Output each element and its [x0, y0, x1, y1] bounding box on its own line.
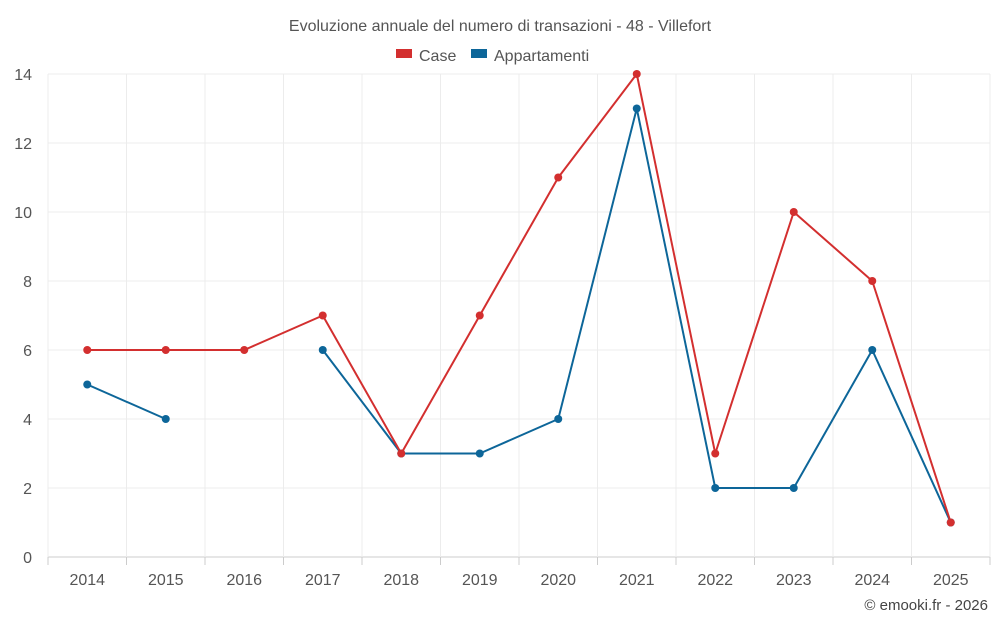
data-point-appartamenti-2023[interactable]: [789, 484, 798, 492]
x-tick-label: 2021: [619, 572, 655, 589]
x-tick-label: 2014: [69, 572, 105, 589]
y-tick-label: 2: [23, 481, 32, 498]
legend-label-appartamenti[interactable]: Appartamenti: [494, 48, 589, 65]
data-point-case-2022[interactable]: [711, 449, 720, 458]
series-layer: [83, 70, 955, 527]
x-tick-label: 2025: [933, 572, 969, 589]
data-point-case-2014[interactable]: [83, 346, 92, 354]
data-point-appartamenti-2015[interactable]: [161, 415, 170, 423]
credit-text: © emooki.fr - 2026: [864, 597, 988, 614]
data-point-case-2025[interactable]: [946, 518, 955, 527]
series-line-appartamenti: [86, 383, 167, 420]
y-tick-label: 10: [14, 205, 32, 222]
data-point-case-2015[interactable]: [161, 346, 170, 354]
series-line-case: [87, 73, 952, 523]
x-tick-label: 2017: [305, 572, 341, 589]
x-tick-label: 2024: [854, 572, 890, 589]
y-tick-label: 6: [23, 343, 32, 360]
data-point-appartamenti-2014[interactable]: [83, 380, 92, 389]
chart-title: Evoluzione annuale del numero di transaz…: [289, 18, 712, 35]
y-tick-label: 4: [23, 412, 32, 429]
data-point-appartamenti-2017[interactable]: [318, 346, 327, 354]
data-point-case-2017[interactable]: [318, 311, 327, 320]
x-tick-label: 2016: [226, 572, 262, 589]
series-case: [83, 70, 955, 527]
legend-label-case[interactable]: Case: [419, 48, 456, 65]
grid: [47, 73, 991, 565]
data-point-appartamenti-2024[interactable]: [868, 346, 877, 354]
data-point-appartamenti-2022[interactable]: [711, 484, 720, 492]
legend[interactable]: Case Appartamenti: [396, 48, 589, 65]
x-axis-ticks: 2014 2015 2016 2017 2018 2019 2020 2021 2022 2023…: [69, 572, 968, 589]
y-tick-label: 8: [23, 274, 32, 291]
data-point-appartamenti-2019[interactable]: [475, 449, 484, 458]
series-line-appartamenti: [321, 107, 952, 523]
x-tick-label: 2019: [462, 572, 498, 589]
data-point-case-2018[interactable]: [397, 449, 406, 458]
data-point-case-2023[interactable]: [789, 208, 798, 216]
data-point-case-2021[interactable]: [632, 70, 641, 78]
data-point-case-2016[interactable]: [240, 346, 249, 354]
x-tick-label: 2022: [697, 572, 733, 589]
data-point-case-2024[interactable]: [868, 277, 877, 285]
y-tick-label: 12: [14, 136, 32, 153]
data-point-appartamenti-2021[interactable]: [632, 104, 641, 113]
x-tick-label: 2020: [540, 572, 576, 589]
data-point-case-2020[interactable]: [554, 173, 563, 182]
x-tick-label: 2018: [383, 572, 419, 589]
y-tick-label: 0: [23, 550, 32, 567]
x-tick-label: 2023: [776, 572, 812, 589]
y-tick-label: 14: [14, 67, 32, 84]
legend-swatch-case: [396, 49, 412, 58]
series-appartamenti: [83, 104, 955, 527]
y-axis-ticks: 0 2 4 6 8 10 12 14: [14, 67, 32, 567]
data-point-appartamenti-2020[interactable]: [554, 415, 563, 423]
x-tick-label: 2015: [148, 572, 184, 589]
data-point-case-2019[interactable]: [475, 311, 484, 320]
legend-swatch-appartamenti: [471, 49, 487, 58]
